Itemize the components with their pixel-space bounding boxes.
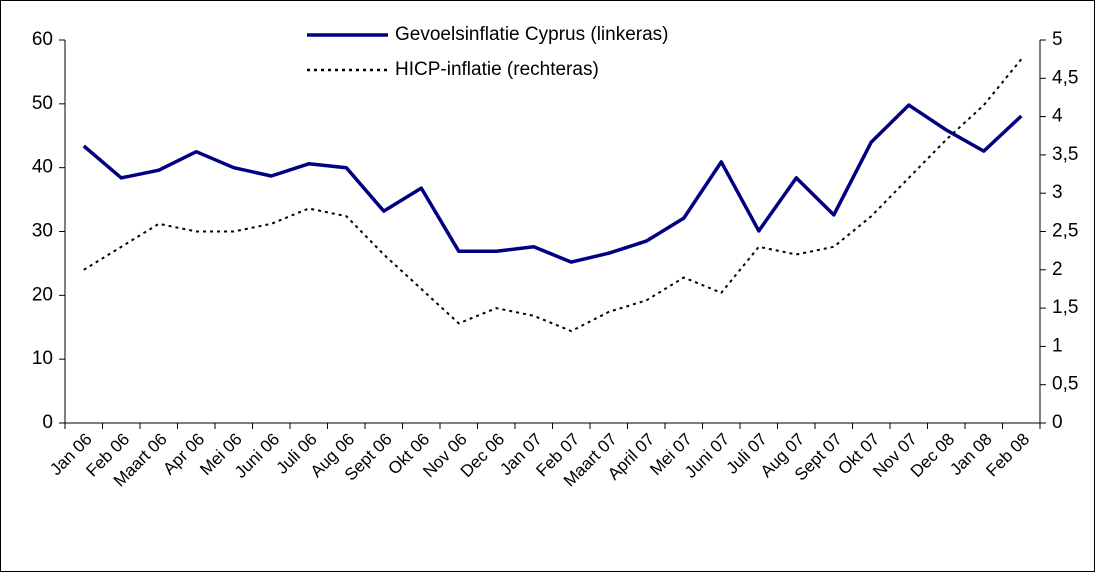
y2-tick-label: 1 xyxy=(1052,335,1063,356)
y-tick-label: 60 xyxy=(32,29,53,50)
y2-tick-label: 3 xyxy=(1052,182,1063,203)
y-tick-label: 40 xyxy=(32,157,53,178)
y2-tick-label: 5 xyxy=(1052,29,1063,50)
y2-tick-label: 3,5 xyxy=(1052,144,1078,165)
y-tick-label: 30 xyxy=(32,221,53,242)
y-tick-label: 0 xyxy=(42,412,53,433)
legend-label: Gevoelsinflatie Cyprus (linkeras) xyxy=(395,24,669,45)
y2-tick-label: 4,5 xyxy=(1052,67,1078,88)
series-line xyxy=(83,58,1023,333)
y-tick-label: 20 xyxy=(32,284,53,305)
y2-tick-label: 2 xyxy=(1052,259,1063,280)
legend-label: HICP-inflatie (rechteras) xyxy=(395,59,599,80)
y-tick-label: 10 xyxy=(32,348,53,369)
y2-tick-label: 1,5 xyxy=(1052,297,1078,318)
y2-tick-label: 0,5 xyxy=(1052,374,1078,395)
series-line xyxy=(82,103,1023,264)
y2-tick-label: 4 xyxy=(1052,106,1063,127)
y2-tick-label: 2,5 xyxy=(1052,221,1078,242)
y2-tick-label: 0 xyxy=(1052,412,1063,433)
y-tick-label: 50 xyxy=(32,93,53,114)
